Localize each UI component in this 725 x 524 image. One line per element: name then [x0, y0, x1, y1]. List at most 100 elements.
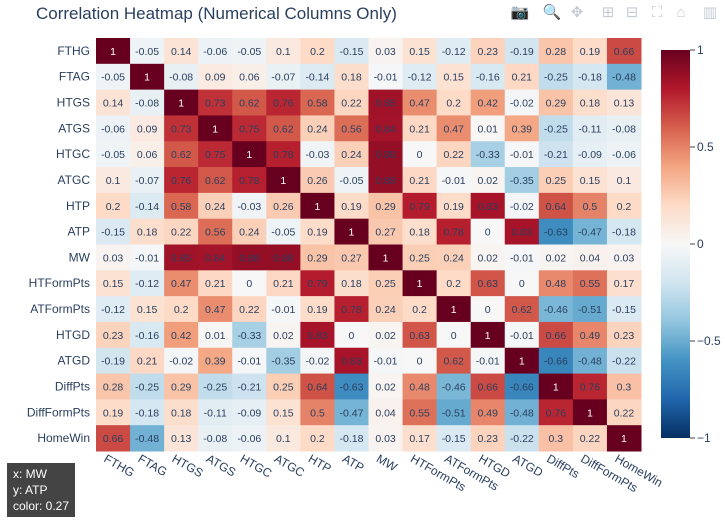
- heatmap-cell[interactable]: [368, 399, 404, 426]
- heatmap-cell[interactable]: [470, 244, 506, 271]
- heatmap-cell[interactable]: [266, 167, 301, 194]
- heatmap-cell[interactable]: [232, 373, 267, 400]
- heatmap-cell[interactable]: [572, 167, 608, 194]
- heatmap-cell[interactable]: [606, 321, 642, 349]
- heatmap-cell[interactable]: [96, 38, 131, 65]
- heatmap-cell[interactable]: [198, 141, 233, 168]
- heatmap-cell[interactable]: [198, 218, 233, 245]
- heatmap-cell[interactable]: [96, 89, 131, 116]
- heatmap-cell[interactable]: [300, 218, 335, 245]
- heatmap-cell[interactable]: [504, 296, 540, 323]
- heatmap-cell[interactable]: [368, 347, 404, 375]
- heatmap-cell[interactable]: [504, 89, 540, 116]
- heatmap-cell[interactable]: [538, 192, 574, 220]
- heatmap-cell[interactable]: [164, 373, 199, 400]
- heatmap-cell[interactable]: [198, 321, 233, 349]
- heatmap-cell[interactable]: [334, 373, 369, 400]
- heatmap-cell[interactable]: [504, 321, 540, 349]
- heatmap-cell[interactable]: [504, 63, 540, 91]
- heatmap-cell[interactable]: [402, 270, 438, 297]
- heatmap-cell[interactable]: [436, 192, 472, 220]
- heatmap-cell[interactable]: [164, 321, 199, 349]
- heatmap-cell[interactable]: [402, 89, 438, 116]
- heatmap-cell[interactable]: [538, 399, 574, 426]
- heatmap-cell[interactable]: [436, 399, 472, 426]
- heatmap-cell[interactable]: [436, 296, 472, 323]
- heatmap-cell[interactable]: [232, 296, 267, 323]
- home-icon[interactable]: ⌂: [676, 4, 686, 21]
- heatmap-cell[interactable]: [538, 425, 574, 452]
- heatmap-cell[interactable]: [96, 425, 131, 452]
- heatmap-cell[interactable]: [266, 347, 301, 375]
- heatmap-cell[interactable]: [572, 296, 608, 323]
- heatmap-cell[interactable]: [232, 347, 267, 375]
- heatmap-cell[interactable]: [606, 115, 642, 142]
- heatmap-cell[interactable]: [572, 192, 608, 220]
- heatmap-cell[interactable]: [198, 115, 233, 142]
- heatmap-cell[interactable]: [334, 321, 369, 349]
- heatmap-cell[interactable]: [232, 89, 267, 116]
- heatmap-cell[interactable]: [470, 89, 506, 116]
- heatmap-cell[interactable]: [368, 38, 404, 65]
- heatmap-cell[interactable]: [266, 244, 301, 271]
- heatmap-cell[interactable]: [402, 115, 438, 142]
- heatmap-cell[interactable]: [368, 167, 404, 194]
- heatmap-cell[interactable]: [504, 218, 540, 245]
- heatmap-cell[interactable]: [266, 38, 301, 65]
- heatmap-cell[interactable]: [436, 347, 472, 375]
- heatmap-cell[interactable]: [538, 63, 574, 91]
- heatmap-cell[interactable]: [470, 63, 506, 91]
- heatmap-cell[interactable]: [334, 141, 369, 168]
- heatmap-cell[interactable]: [538, 141, 574, 168]
- heatmap-cell[interactable]: [198, 244, 233, 271]
- heatmap-cell[interactable]: [538, 218, 574, 245]
- heatmap-cell[interactable]: [130, 321, 165, 349]
- heatmap-cell[interactable]: [572, 425, 608, 452]
- heatmap-cell[interactable]: [300, 192, 335, 220]
- heatmap-cell[interactable]: [334, 192, 369, 220]
- heatmap-cell[interactable]: [436, 218, 472, 245]
- heatmap-cell[interactable]: [232, 399, 267, 426]
- heatmap-cell[interactable]: [164, 296, 199, 323]
- heatmap-cell[interactable]: [504, 167, 540, 194]
- heatmap-cell[interactable]: [334, 89, 369, 116]
- heatmap-cell[interactable]: [504, 425, 540, 452]
- heatmap-cell[interactable]: [572, 399, 608, 426]
- heatmap-cell[interactable]: [572, 347, 608, 375]
- heatmap-cell[interactable]: [436, 141, 472, 168]
- heatmap-cell[interactable]: [300, 244, 335, 271]
- heatmap-cell[interactable]: [470, 347, 506, 375]
- heatmap-cell[interactable]: [368, 270, 404, 297]
- heatmap-cell[interactable]: [470, 321, 506, 349]
- heatmap-cell[interactable]: [334, 425, 369, 452]
- heatmap-cell[interactable]: [266, 321, 301, 349]
- heatmap-cell[interactable]: [368, 192, 404, 220]
- heatmap-cell[interactable]: [232, 321, 267, 349]
- heatmap-cell[interactable]: [572, 218, 608, 245]
- heatmap-cell[interactable]: [402, 38, 438, 65]
- heatmap-cell[interactable]: [300, 347, 335, 375]
- heatmap-cell[interactable]: [504, 373, 540, 400]
- heatmap-cell[interactable]: [300, 270, 335, 297]
- heatmap-cell[interactable]: [164, 425, 199, 452]
- heatmap-cell[interactable]: [368, 63, 404, 91]
- heatmap-cell[interactable]: [130, 296, 165, 323]
- heatmap-cell[interactable]: [198, 167, 233, 194]
- heatmap-cell[interactable]: [334, 347, 369, 375]
- heatmap-cell[interactable]: [538, 270, 574, 297]
- heatmap-cell[interactable]: [334, 115, 369, 142]
- heatmap-cell[interactable]: [402, 425, 438, 452]
- heatmap-cell[interactable]: [232, 218, 267, 245]
- spikelines-icon[interactable]: ▥: [702, 4, 718, 21]
- heatmap-cell[interactable]: [572, 373, 608, 400]
- heatmap-cell[interactable]: [470, 141, 506, 168]
- heatmap-cell[interactable]: [300, 373, 335, 400]
- heatmap-cell[interactable]: [96, 141, 131, 168]
- heatmap-cell[interactable]: [538, 373, 574, 400]
- heatmap-cell[interactable]: [266, 399, 301, 426]
- heatmap-cell[interactable]: [96, 244, 131, 271]
- heatmap-cell[interactable]: [164, 218, 199, 245]
- heatmap-cell[interactable]: [402, 63, 438, 91]
- heatmap-cell[interactable]: [572, 141, 608, 168]
